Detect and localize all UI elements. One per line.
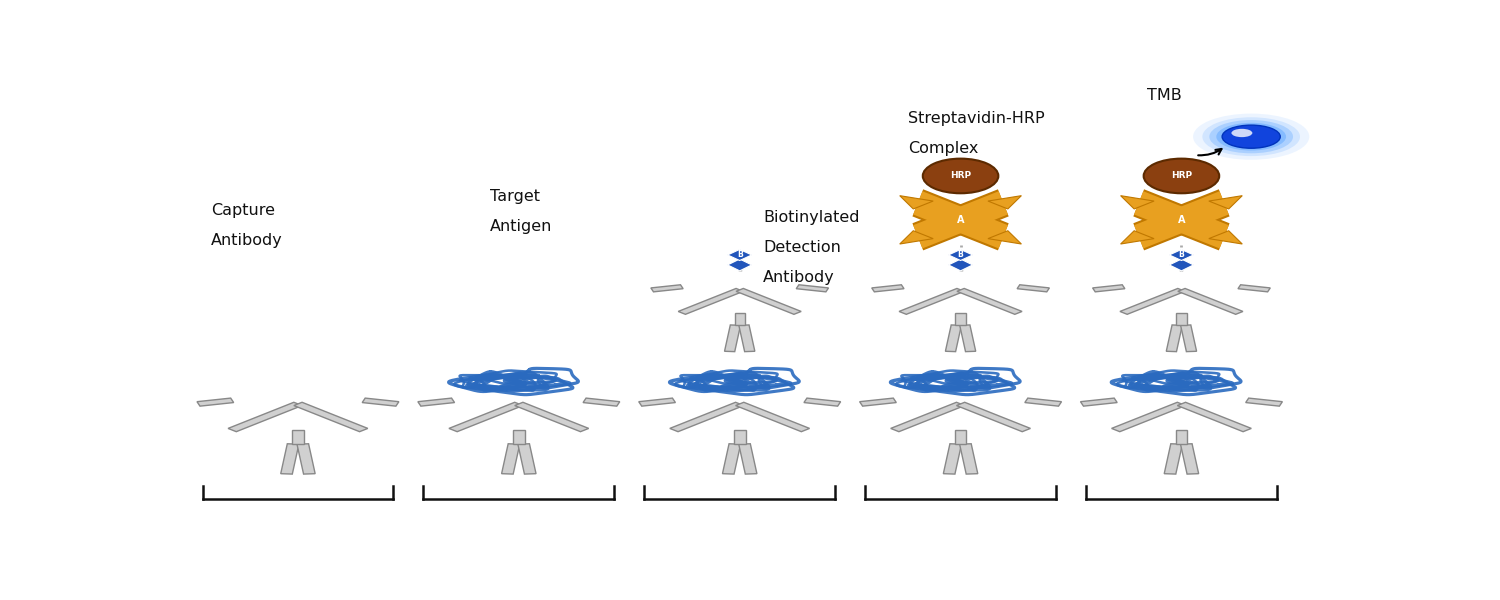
- Polygon shape: [584, 398, 620, 406]
- Ellipse shape: [1143, 158, 1220, 193]
- Polygon shape: [957, 289, 1022, 314]
- Text: HRP: HRP: [1172, 172, 1192, 181]
- Polygon shape: [900, 196, 933, 209]
- Polygon shape: [734, 430, 746, 444]
- Polygon shape: [419, 398, 454, 406]
- Text: A: A: [957, 215, 964, 225]
- Polygon shape: [1112, 402, 1185, 431]
- Text: A: A: [1178, 215, 1185, 225]
- Polygon shape: [362, 398, 399, 406]
- Polygon shape: [1092, 285, 1125, 292]
- Polygon shape: [954, 430, 966, 444]
- Polygon shape: [678, 289, 744, 314]
- Polygon shape: [228, 402, 302, 431]
- Polygon shape: [280, 444, 298, 474]
- Text: B: B: [1179, 250, 1185, 259]
- Polygon shape: [1209, 231, 1242, 244]
- Circle shape: [1192, 113, 1310, 160]
- Polygon shape: [297, 444, 315, 474]
- Polygon shape: [501, 444, 520, 474]
- Polygon shape: [1167, 325, 1182, 352]
- Polygon shape: [196, 398, 234, 406]
- Polygon shape: [728, 250, 752, 260]
- Polygon shape: [728, 259, 752, 271]
- Polygon shape: [945, 325, 962, 352]
- Text: Complex: Complex: [908, 141, 978, 156]
- Text: B: B: [957, 250, 963, 259]
- Text: Antibody: Antibody: [210, 233, 282, 248]
- Polygon shape: [513, 430, 525, 444]
- Polygon shape: [891, 402, 965, 431]
- Polygon shape: [1017, 285, 1050, 292]
- Polygon shape: [735, 313, 746, 325]
- Polygon shape: [1024, 398, 1062, 406]
- Polygon shape: [1178, 289, 1244, 314]
- Polygon shape: [651, 285, 682, 292]
- Polygon shape: [514, 402, 588, 431]
- Text: HRP: HRP: [950, 172, 970, 181]
- Polygon shape: [948, 259, 972, 271]
- Text: TMB: TMB: [1146, 88, 1182, 103]
- Circle shape: [1216, 123, 1286, 151]
- Polygon shape: [740, 325, 754, 352]
- Polygon shape: [988, 196, 1022, 209]
- Polygon shape: [670, 402, 744, 431]
- Polygon shape: [988, 231, 1022, 244]
- Polygon shape: [871, 285, 904, 292]
- Circle shape: [1203, 117, 1300, 156]
- Text: Biotinylated: Biotinylated: [764, 210, 859, 225]
- Polygon shape: [796, 285, 828, 292]
- Polygon shape: [294, 402, 368, 431]
- Polygon shape: [948, 250, 972, 260]
- Text: Streptavidin-HRP: Streptavidin-HRP: [908, 110, 1046, 125]
- Text: Detection: Detection: [764, 240, 842, 255]
- Circle shape: [1222, 125, 1280, 148]
- Polygon shape: [1120, 289, 1185, 314]
- Polygon shape: [1164, 444, 1182, 474]
- Polygon shape: [736, 289, 801, 314]
- Polygon shape: [898, 289, 964, 314]
- Polygon shape: [960, 444, 978, 474]
- Polygon shape: [956, 313, 966, 325]
- Text: Capture: Capture: [210, 203, 274, 218]
- Polygon shape: [1245, 398, 1282, 406]
- Polygon shape: [1238, 285, 1270, 292]
- Polygon shape: [292, 430, 303, 444]
- Polygon shape: [1209, 196, 1242, 209]
- Polygon shape: [735, 402, 810, 431]
- Polygon shape: [957, 402, 1030, 431]
- Ellipse shape: [922, 158, 999, 193]
- Polygon shape: [1178, 402, 1251, 431]
- Polygon shape: [1120, 231, 1154, 244]
- Polygon shape: [518, 444, 536, 474]
- Polygon shape: [1170, 259, 1194, 271]
- Polygon shape: [723, 444, 741, 474]
- Polygon shape: [944, 444, 962, 474]
- Polygon shape: [639, 398, 675, 406]
- Text: Target: Target: [489, 189, 540, 204]
- Polygon shape: [859, 398, 897, 406]
- Polygon shape: [1170, 250, 1194, 260]
- Text: Antibody: Antibody: [764, 270, 834, 285]
- Polygon shape: [1120, 196, 1154, 209]
- Polygon shape: [1176, 430, 1188, 444]
- Polygon shape: [1080, 398, 1118, 406]
- Polygon shape: [1176, 313, 1186, 325]
- Text: B: B: [736, 250, 742, 259]
- Polygon shape: [804, 398, 840, 406]
- Circle shape: [1232, 129, 1252, 137]
- Polygon shape: [448, 402, 524, 431]
- Circle shape: [1209, 120, 1293, 154]
- Polygon shape: [960, 325, 975, 352]
- Polygon shape: [738, 444, 758, 474]
- Polygon shape: [1180, 444, 1198, 474]
- Polygon shape: [1180, 325, 1197, 352]
- Polygon shape: [900, 231, 933, 244]
- Polygon shape: [724, 325, 741, 352]
- Text: Antigen: Antigen: [489, 219, 552, 234]
